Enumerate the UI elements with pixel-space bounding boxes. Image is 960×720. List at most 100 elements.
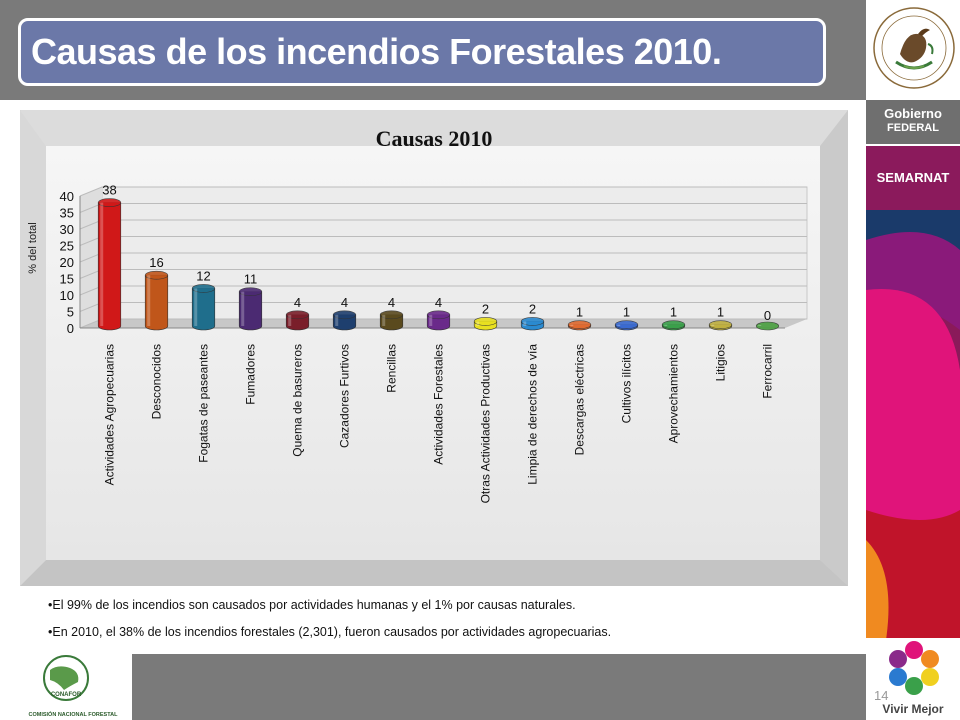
y-tick-label: 15 (60, 272, 74, 287)
x-tick-label: Fumadores (244, 344, 258, 405)
bar-highlight (664, 324, 668, 326)
y-tick-label: 5 (67, 305, 74, 320)
mexico-seal-icon (873, 7, 955, 89)
vivir-mejor-label: Vivir Mejor (882, 702, 944, 716)
bar-highlight (758, 325, 762, 326)
note-1: •El 99% de los incendios son causados po… (48, 598, 576, 612)
data-label: 4 (341, 295, 348, 310)
data-label: 4 (435, 295, 442, 310)
data-label: 0 (764, 308, 771, 323)
chart-title: Causas 2010 (376, 126, 493, 151)
y-tick-label: 35 (60, 206, 74, 221)
conafor-full-label: COMISIÓN NACIONAL FORESTAL (28, 710, 118, 718)
bar-cap (661, 320, 686, 329)
bar-highlight (335, 314, 339, 326)
bar-cap (473, 317, 498, 326)
x-tick-label: Actividades Agropecuarias (103, 344, 117, 485)
bar-highlight (711, 324, 715, 326)
data-label: 1 (670, 305, 677, 320)
x-tick-label: Aprovechamientos (667, 344, 681, 443)
bar-cap (191, 284, 216, 293)
bar-highlight (100, 202, 104, 326)
bar-cap (144, 270, 169, 280)
x-tick-label: Cazadores Furtivos (338, 344, 352, 448)
x-tick-label: Desconocidos (150, 344, 164, 419)
x-tick-label: Litigios (714, 344, 728, 381)
x-tick-label: Fogatas de paseantes (197, 344, 211, 463)
bar (332, 314, 357, 331)
x-tick-label: Otras Actividades Productivas (479, 344, 493, 503)
notes: •El 99% de los incendios son causados po… (48, 598, 848, 652)
page-number: 14 (874, 688, 889, 703)
bar-highlight (570, 324, 574, 326)
data-label: 2 (529, 301, 536, 316)
x-tick-label: Quema de basureros (291, 344, 305, 457)
x-tick-label: Actividades Forestales (432, 344, 446, 465)
federal-label: FEDERAL (887, 122, 939, 134)
decorative-shapes (866, 210, 960, 640)
bar-cap (285, 310, 310, 320)
bar-cap (614, 320, 639, 329)
bar-highlight (476, 321, 480, 326)
gobierno-label: Gobierno (884, 106, 942, 121)
y-tick-label: 10 (60, 288, 74, 303)
branding-panel: Gobierno FEDERAL SEMARNAT Vivir Mejor (866, 0, 960, 720)
bar (97, 202, 122, 331)
bar-cap (708, 320, 733, 329)
footer-band (132, 654, 866, 720)
bar-highlight (382, 314, 386, 326)
bar-highlight (617, 324, 621, 326)
bar-cap (520, 317, 545, 326)
y-axis-label: % del total (27, 222, 39, 273)
bar-cap (332, 310, 357, 320)
x-tick-label: Limpia de derechos de vía (526, 344, 540, 485)
bar-highlight (288, 314, 292, 326)
note-2: •En 2010, el 38% de los incendios forest… (48, 625, 612, 639)
bar-highlight (147, 275, 151, 326)
x-tick-label: Cultivos ilícitos (620, 344, 634, 423)
bar (285, 314, 310, 331)
y-tick-label: 20 (60, 255, 74, 270)
bar-cap (755, 321, 780, 331)
y-tick-label: 30 (60, 222, 74, 237)
bar-highlight (429, 314, 433, 326)
data-label: 1 (717, 305, 724, 320)
bar-highlight (523, 321, 527, 326)
bar-cap (379, 310, 404, 320)
title-box: Causas de los incendios Forestales 2010. (18, 18, 826, 86)
data-label: 1 (623, 305, 630, 320)
conafor-logo: CONAFOR COMISIÓN NACIONAL FORESTAL (28, 655, 118, 718)
bar (191, 288, 216, 331)
bar (379, 314, 404, 331)
bar-highlight (241, 291, 245, 326)
data-label: 11 (244, 272, 258, 287)
data-label: 4 (388, 295, 395, 310)
bar-cap (426, 310, 451, 320)
y-tick-label: 0 (67, 321, 74, 336)
data-label: 2 (482, 301, 489, 316)
x-tick-label: Rencillas (385, 344, 399, 393)
conafor-short-label: CONAFOR (51, 692, 82, 698)
data-label: 1 (576, 305, 583, 320)
data-label: 16 (149, 255, 163, 270)
bar-cap (97, 198, 122, 207)
y-tick-label: 40 (60, 189, 74, 204)
data-label: 38 (102, 183, 116, 198)
flower-icon (889, 641, 939, 695)
data-label: 12 (196, 268, 210, 283)
gridline (79, 186, 807, 197)
bar-highlight (194, 288, 198, 326)
page-title: Causas de los incendios Forestales 2010. (31, 31, 722, 72)
bar-cap (567, 320, 592, 329)
data-label: 4 (294, 295, 301, 310)
vivir-mejor-logo: Vivir Mejor (866, 638, 960, 720)
x-tick-label: Ferrocarril (761, 344, 775, 399)
semarnat-logo: SEMARNAT (866, 146, 960, 210)
x-tick-label: Descargas eléctricas (573, 344, 587, 455)
y-tick-label: 25 (60, 239, 74, 254)
bar (144, 274, 169, 331)
bar (238, 291, 263, 331)
bar (426, 314, 451, 331)
bar-cap (238, 287, 263, 296)
